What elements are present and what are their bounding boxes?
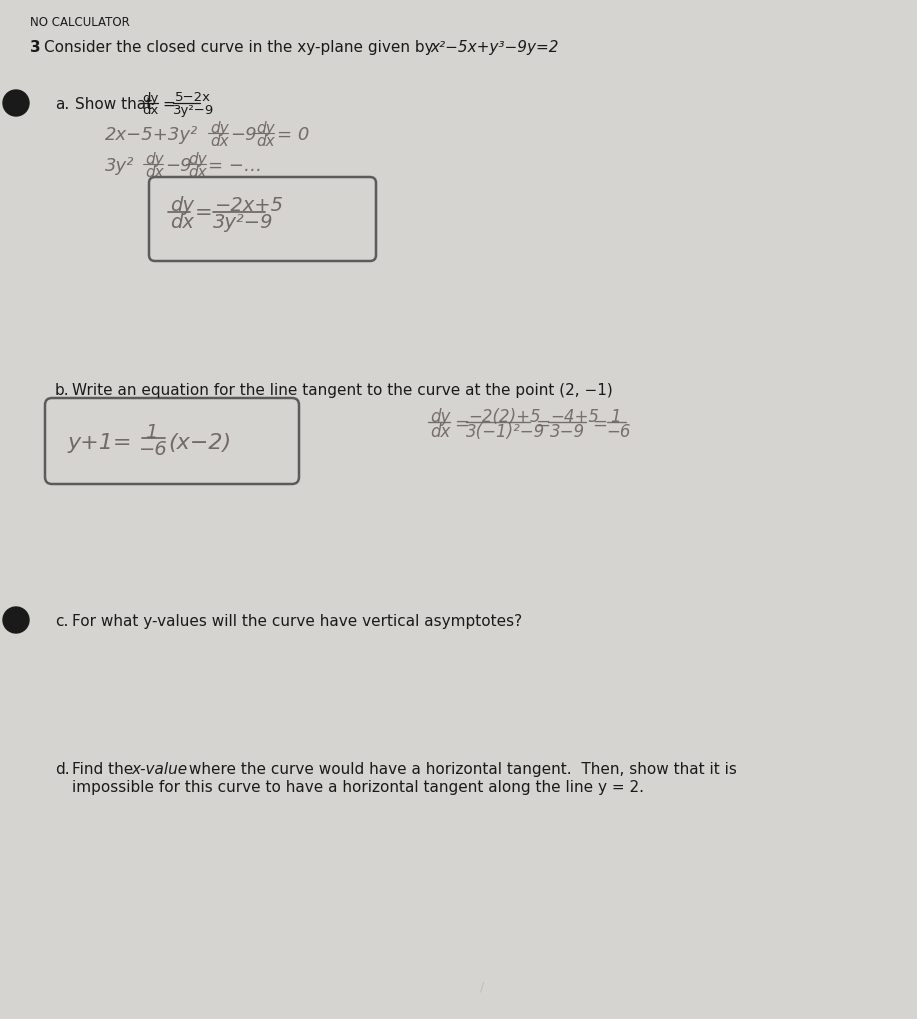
Text: 1: 1: [145, 423, 158, 442]
Circle shape: [3, 607, 29, 633]
Text: dx: dx: [256, 135, 274, 149]
Text: 3y²: 3y²: [105, 157, 135, 175]
Text: dx: dx: [210, 135, 228, 149]
Text: b.: b.: [55, 383, 70, 398]
Text: Show that: Show that: [75, 97, 157, 112]
Text: 1: 1: [610, 408, 621, 426]
Text: dx: dx: [142, 104, 159, 117]
Text: dx: dx: [145, 165, 163, 180]
Circle shape: [3, 90, 29, 116]
FancyBboxPatch shape: [45, 398, 299, 484]
Text: dx: dx: [188, 165, 206, 180]
Text: 3−9: 3−9: [550, 423, 585, 441]
Text: −2x+5: −2x+5: [215, 196, 284, 215]
FancyBboxPatch shape: [149, 177, 376, 261]
Text: dy: dy: [256, 121, 274, 136]
Text: dy: dy: [430, 408, 450, 426]
Text: dy: dy: [142, 92, 159, 105]
Text: c.: c.: [55, 614, 69, 629]
Text: −4+5: −4+5: [550, 408, 599, 426]
Text: dy: dy: [145, 152, 163, 167]
Text: 3y²−9: 3y²−9: [173, 104, 215, 117]
Text: −9: −9: [230, 126, 257, 144]
Text: For what y-values will the curve have vertical asymptotes?: For what y-values will the curve have ve…: [72, 614, 522, 629]
Text: =: =: [592, 415, 607, 433]
Text: /: /: [480, 980, 484, 993]
Text: x²−5x+y³−9y=2: x²−5x+y³−9y=2: [430, 40, 558, 55]
Text: dy: dy: [170, 196, 193, 215]
Text: 2x−5+3y²: 2x−5+3y²: [105, 126, 198, 144]
Text: y+1=: y+1=: [68, 433, 132, 453]
Text: −6: −6: [606, 423, 631, 441]
Text: d.: d.: [55, 762, 70, 777]
Text: = 0: = 0: [277, 126, 309, 144]
Text: impossible for this curve to have a horizontal tangent along the line y = 2.: impossible for this curve to have a hori…: [72, 780, 644, 795]
Text: Consider the closed curve in the xy-plane given by: Consider the closed curve in the xy-plan…: [44, 40, 438, 55]
Text: 3y²−9: 3y²−9: [213, 213, 273, 232]
Text: x-value: x-value: [131, 762, 187, 777]
Text: = −…: = −…: [208, 157, 262, 175]
Text: 5−2x: 5−2x: [175, 91, 211, 104]
Text: (x−2): (x−2): [168, 433, 231, 453]
Text: =: =: [535, 415, 550, 433]
Text: dy: dy: [210, 121, 228, 136]
Text: =: =: [454, 415, 469, 433]
Text: dx: dx: [170, 213, 193, 232]
Text: 3: 3: [30, 40, 40, 55]
Text: where the curve would have a horizontal tangent.  Then, show that it is: where the curve would have a horizontal …: [184, 762, 737, 777]
Text: NO CALCULATOR: NO CALCULATOR: [30, 16, 129, 29]
Text: −9: −9: [165, 157, 192, 175]
Text: 3(−1)²−9: 3(−1)²−9: [466, 423, 546, 441]
Text: =: =: [195, 203, 213, 223]
Text: −6: −6: [139, 440, 168, 459]
Text: Find the: Find the: [72, 762, 138, 777]
Text: a.: a.: [55, 97, 70, 112]
Text: dx: dx: [430, 423, 450, 441]
Text: dy: dy: [188, 152, 206, 167]
Text: Write an equation for the line tangent to the curve at the point (2, −1): Write an equation for the line tangent t…: [72, 383, 613, 398]
Text: −2(2)+5: −2(2)+5: [468, 408, 541, 426]
Text: =: =: [162, 97, 175, 112]
